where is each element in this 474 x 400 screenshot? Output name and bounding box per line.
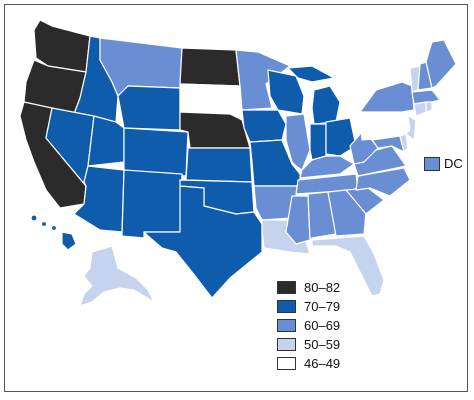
state-HI <box>61 231 77 251</box>
state-AK <box>79 245 155 307</box>
state-NC <box>355 167 411 197</box>
state-KY <box>299 155 355 179</box>
state-MN <box>235 49 291 111</box>
state-NM <box>121 169 183 239</box>
state-IL <box>285 113 311 171</box>
legend-swatch <box>277 300 296 313</box>
state-CO <box>123 127 189 177</box>
legend-swatch <box>277 319 296 332</box>
state-DE <box>399 133 409 153</box>
state-MA <box>411 89 441 105</box>
state-TX <box>143 185 263 299</box>
dc-label: DC <box>444 156 463 171</box>
state-ME <box>425 39 457 89</box>
state-IN <box>309 123 327 161</box>
state-NJ <box>405 115 417 141</box>
legend-item: 50–59 <box>277 335 340 354</box>
dc-legend: DC <box>424 156 463 171</box>
state-ND <box>179 47 241 87</box>
state-AR <box>253 185 299 221</box>
state-PA <box>359 111 411 141</box>
legend-swatch <box>277 338 296 351</box>
legend-label: 46–49 <box>304 356 341 371</box>
legend-label: 60–69 <box>304 318 341 333</box>
legend-swatch <box>277 357 296 370</box>
state-HI-island-2 <box>40 220 48 228</box>
state-NY <box>359 81 415 113</box>
state-AL <box>307 191 337 241</box>
state-KS <box>185 147 253 183</box>
legend: 80–82 70–79 60–69 50–59 46–49 <box>277 278 340 373</box>
legend-label: 50–59 <box>304 337 341 352</box>
state-HI-island-3 <box>50 224 58 232</box>
state-OH <box>325 117 357 157</box>
state-RI <box>425 101 433 113</box>
state-MD <box>371 135 405 153</box>
state-GA <box>327 189 367 237</box>
state-MI <box>311 85 341 125</box>
state-WY <box>117 85 181 131</box>
legend-item: 70–79 <box>277 297 340 316</box>
state-MI-UP <box>287 65 335 83</box>
legend-item: 46–49 <box>277 354 340 373</box>
state-UT <box>87 115 125 167</box>
legend-label: 80–82 <box>304 280 341 295</box>
dc-swatch <box>424 156 440 171</box>
state-SD <box>179 83 243 119</box>
state-IA <box>241 109 287 143</box>
state-HI-island-1 <box>30 214 38 222</box>
legend-label: 70–79 <box>304 299 341 314</box>
state-FL <box>311 235 385 297</box>
legend-swatch <box>277 281 296 294</box>
legend-item: 80–82 <box>277 278 340 297</box>
legend-item: 60–69 <box>277 316 340 335</box>
